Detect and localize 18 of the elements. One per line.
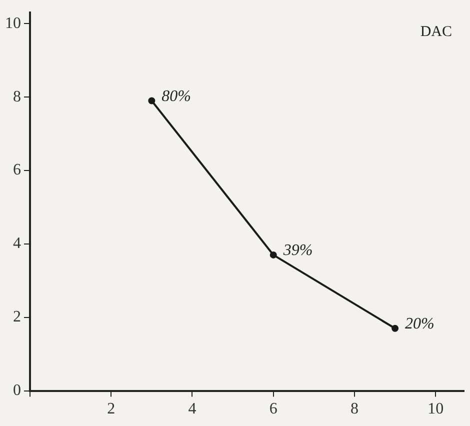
y-tick-label: 8	[13, 88, 21, 106]
x-tick-label: 8	[350, 400, 358, 418]
y-tick-label: 0	[13, 382, 21, 400]
annotation: 39%	[282, 242, 313, 260]
x-tick-label: 6	[269, 400, 278, 418]
x-tick-label: 10	[428, 400, 444, 418]
x-tick-label: 2	[107, 400, 116, 418]
annotation: 20%	[405, 316, 434, 333]
point	[392, 324, 399, 332]
y-tick-label: 10	[5, 14, 21, 32]
annotation: DAC	[420, 24, 452, 40]
y-tick-label: 6	[13, 162, 21, 179]
point	[270, 251, 277, 258]
y-tick-label: 2	[13, 308, 21, 326]
y-tick-label: 4	[13, 235, 21, 252]
x-tick-label: 4	[188, 400, 196, 418]
point	[148, 97, 156, 104]
annotation: 80%	[162, 88, 192, 105]
